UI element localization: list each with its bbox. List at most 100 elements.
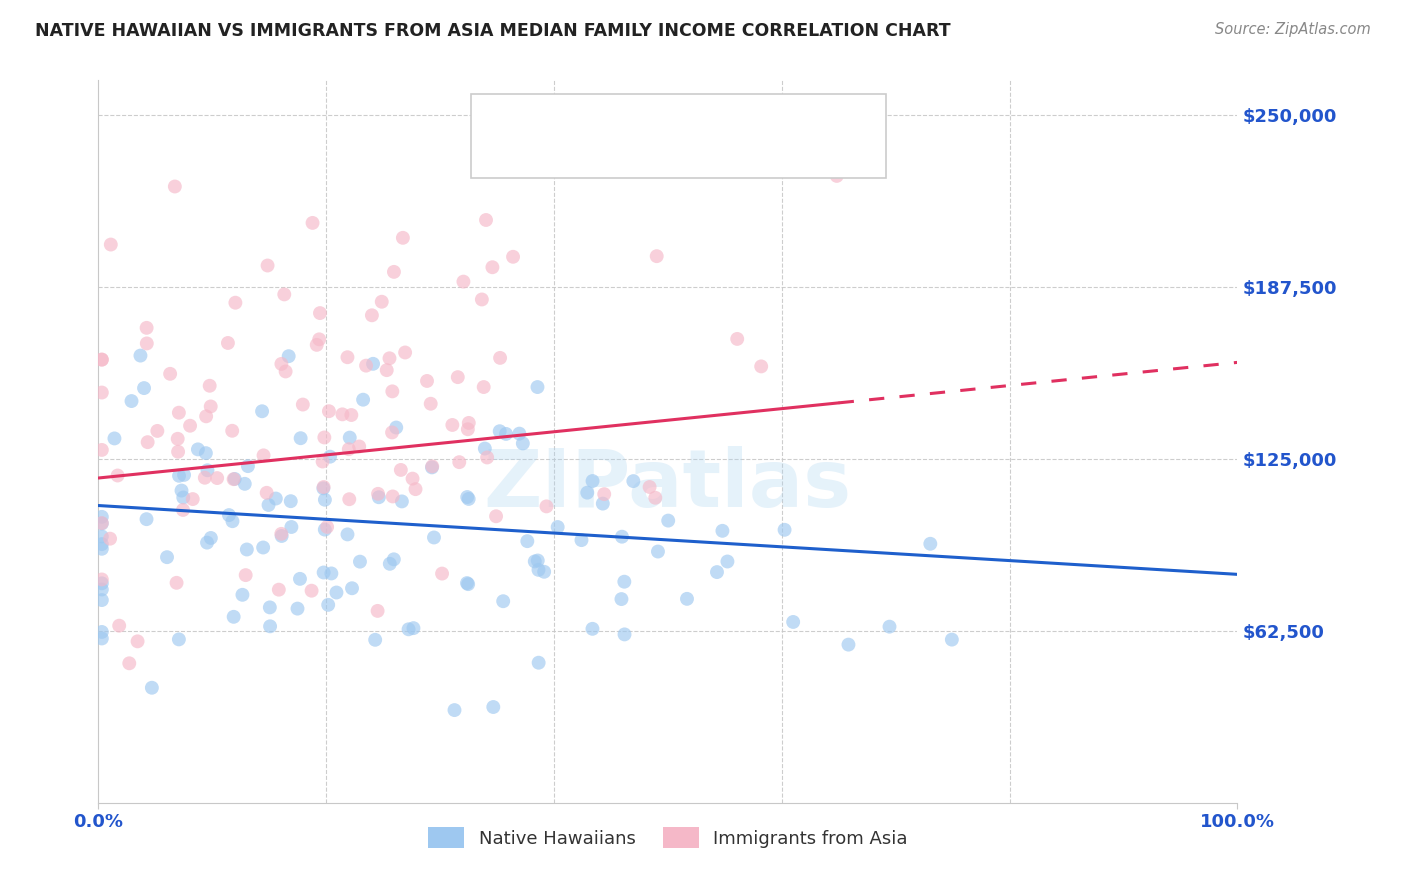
Point [221,514,243,528]
Point [90,576,112,591]
Point [218,508,240,522]
Point [364,632,387,647]
Point [716,554,738,568]
Point [457,491,479,506]
Point [482,700,505,714]
Point [385,420,408,434]
Point [420,460,443,475]
Point [367,604,389,618]
Point [224,295,246,310]
Point [475,450,498,465]
Point [90,582,112,597]
Point [354,359,377,373]
Point [488,424,510,438]
Point [647,544,669,558]
Point [332,408,354,422]
Point [222,472,245,486]
Point [381,490,404,504]
Point [100,237,122,252]
Point [270,526,292,541]
Point [197,463,219,477]
Point [593,487,616,501]
Point [526,553,548,567]
Point [217,336,239,351]
Point [194,471,217,485]
Point [378,557,401,571]
Point [312,481,335,495]
Point [172,503,194,517]
Point [195,535,218,549]
Point [837,638,859,652]
Point [166,575,188,590]
Point [610,530,633,544]
Point [420,459,443,474]
Point [920,537,942,551]
Point [339,431,361,445]
Point [441,417,464,432]
Point [405,482,427,496]
Point [314,430,336,444]
Point [340,581,363,595]
Point [90,352,112,367]
Point [318,404,340,418]
Point [576,485,599,500]
Point [416,374,439,388]
Point [135,336,157,351]
Point [194,446,217,460]
Point [749,359,772,374]
Point [198,378,221,392]
Point [392,231,415,245]
Point [352,392,374,407]
Point [657,514,679,528]
Point [136,435,159,450]
Point [90,573,112,587]
Point [495,426,517,441]
Point [571,533,593,548]
Point [592,497,614,511]
Point [167,406,190,420]
Point [613,574,636,589]
Point [121,394,143,409]
Point [391,494,413,508]
Point [256,259,278,273]
Point [252,541,274,555]
Point [367,487,389,501]
Point [270,357,292,371]
Point [419,397,441,411]
Point [90,385,112,400]
Point [430,566,453,581]
Point [90,352,112,367]
Point [489,351,512,365]
Point [457,422,479,436]
Point [361,308,384,322]
Point [90,541,112,556]
Point [309,306,332,320]
Point [581,622,603,636]
Point [90,537,112,551]
Point [179,418,201,433]
Point [516,534,538,549]
Point [527,563,550,577]
Text: ZIPatlas: ZIPatlas [484,446,852,524]
Point [141,681,163,695]
Point [316,598,339,612]
Point [644,491,666,505]
Point [274,364,297,378]
Point [291,398,314,412]
Point [340,408,363,422]
Point [172,491,194,505]
Point [312,480,335,494]
Point [257,498,280,512]
Point [638,480,661,494]
Point [398,622,420,636]
Point [316,520,339,534]
Point [447,370,470,384]
Text: Source: ZipAtlas.com: Source: ZipAtlas.com [1215,22,1371,37]
Point [706,565,728,579]
Point [267,582,290,597]
Point [337,442,360,457]
Point [167,632,190,647]
Text: R =  0.238   N = 102: R = 0.238 N = 102 [544,145,748,163]
Point [512,436,534,450]
Point [547,520,569,534]
